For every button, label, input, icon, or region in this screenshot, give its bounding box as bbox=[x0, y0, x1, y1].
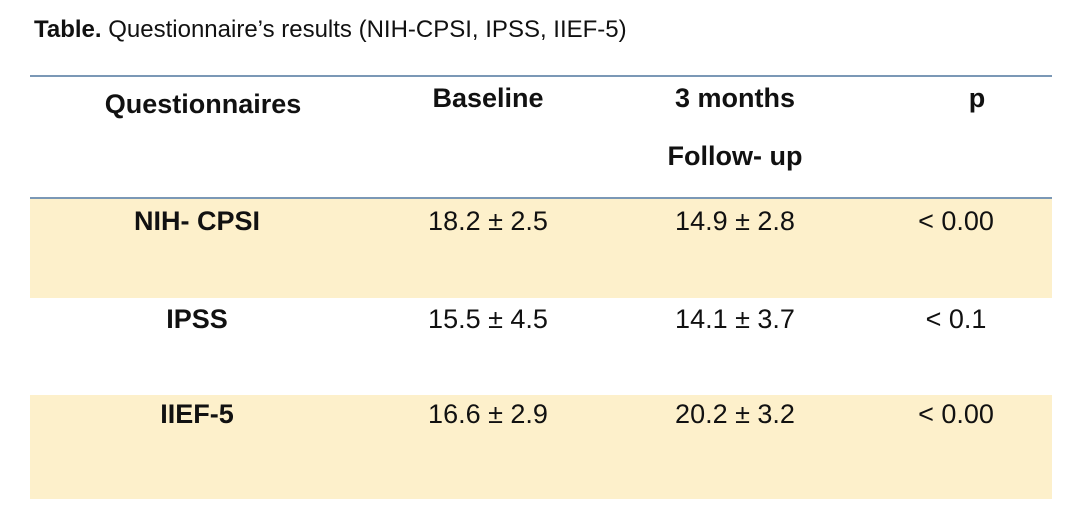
table-cell: < 0.1 bbox=[925, 304, 987, 334]
table-cell: 18.2 ± 2.5 bbox=[428, 206, 548, 236]
table-cell: < 0.00 bbox=[918, 206, 994, 236]
table-cell: 15.5 ± 4.5 bbox=[428, 304, 548, 334]
caption-text: Questionnaire’s results (NIH-CPSI, IPSS,… bbox=[108, 16, 627, 43]
row-label: IPSS bbox=[166, 304, 228, 334]
top-rule bbox=[30, 75, 1052, 77]
header-cell: 3 months bbox=[674, 83, 796, 113]
table-cell: 14.1 ± 3.7 bbox=[675, 304, 795, 334]
row-label: IIEF-5 bbox=[160, 399, 234, 429]
header-cell: Follow- up bbox=[667, 141, 803, 171]
row-label: NIH- CPSI bbox=[133, 206, 261, 236]
caption-label: Table. bbox=[34, 16, 102, 43]
header-cell: Questionnaires bbox=[104, 89, 302, 119]
table-cell: < 0.00 bbox=[918, 399, 994, 429]
header-cell: Baseline bbox=[432, 83, 544, 113]
row-band bbox=[30, 199, 1052, 298]
header-rule bbox=[30, 197, 1052, 199]
header-cell: p bbox=[968, 83, 986, 113]
table-cell: 16.6 ± 2.9 bbox=[428, 399, 548, 429]
row-band bbox=[30, 395, 1052, 499]
table-cell: 14.9 ± 2.8 bbox=[675, 206, 795, 236]
caption: Table. Questionnaire’s results (NIH-CPSI… bbox=[34, 16, 627, 44]
table-cell: 20.2 ± 3.2 bbox=[675, 399, 795, 429]
